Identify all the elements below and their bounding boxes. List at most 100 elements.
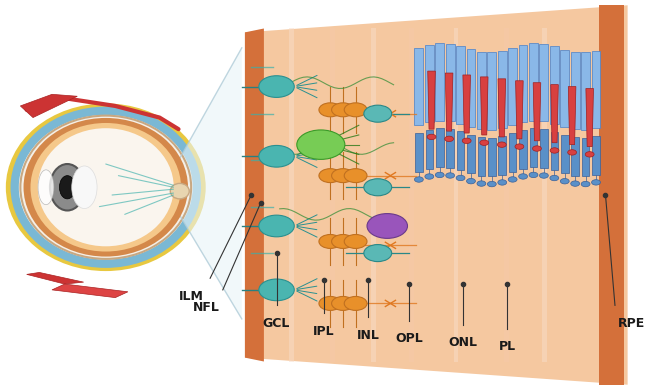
Circle shape xyxy=(319,103,342,117)
Ellipse shape xyxy=(38,128,174,246)
Polygon shape xyxy=(436,128,443,167)
Text: IPL: IPL xyxy=(313,325,335,338)
Circle shape xyxy=(560,179,569,184)
Circle shape xyxy=(425,174,434,179)
Text: GCL: GCL xyxy=(263,317,291,330)
Polygon shape xyxy=(561,135,569,174)
Circle shape xyxy=(497,142,506,147)
Circle shape xyxy=(592,180,601,185)
Circle shape xyxy=(445,136,454,142)
Ellipse shape xyxy=(31,123,181,252)
Polygon shape xyxy=(463,75,471,133)
Circle shape xyxy=(344,103,367,117)
Polygon shape xyxy=(515,81,523,139)
Polygon shape xyxy=(488,138,495,176)
Ellipse shape xyxy=(23,118,188,257)
Polygon shape xyxy=(540,129,548,168)
Circle shape xyxy=(297,130,345,160)
Polygon shape xyxy=(425,45,434,122)
Polygon shape xyxy=(410,28,414,362)
Polygon shape xyxy=(467,135,474,174)
Polygon shape xyxy=(498,79,506,137)
Polygon shape xyxy=(20,94,77,117)
Circle shape xyxy=(581,181,590,187)
Polygon shape xyxy=(172,48,242,319)
Circle shape xyxy=(567,150,577,155)
Circle shape xyxy=(332,296,354,310)
Text: NFL: NFL xyxy=(193,301,220,314)
Circle shape xyxy=(364,245,392,262)
Circle shape xyxy=(585,152,594,157)
Polygon shape xyxy=(592,51,601,128)
Polygon shape xyxy=(330,28,335,362)
Circle shape xyxy=(427,134,436,140)
Circle shape xyxy=(515,144,524,149)
Circle shape xyxy=(480,140,489,145)
Polygon shape xyxy=(586,89,593,147)
Ellipse shape xyxy=(50,164,84,211)
Polygon shape xyxy=(542,28,547,362)
Text: INL: INL xyxy=(357,329,380,342)
Polygon shape xyxy=(477,52,486,129)
Polygon shape xyxy=(428,71,436,129)
Polygon shape xyxy=(581,52,590,130)
Circle shape xyxy=(508,177,517,182)
Circle shape xyxy=(529,172,538,177)
Text: PL: PL xyxy=(499,340,516,353)
Circle shape xyxy=(259,279,294,301)
Circle shape xyxy=(259,215,294,237)
Polygon shape xyxy=(245,28,264,362)
Polygon shape xyxy=(456,46,465,124)
Polygon shape xyxy=(446,44,454,121)
Polygon shape xyxy=(540,44,549,121)
Polygon shape xyxy=(550,46,559,124)
Polygon shape xyxy=(582,138,590,176)
Polygon shape xyxy=(560,50,569,127)
Polygon shape xyxy=(488,52,496,130)
Circle shape xyxy=(467,179,475,184)
Circle shape xyxy=(319,296,342,310)
Polygon shape xyxy=(498,51,506,128)
Circle shape xyxy=(540,173,549,178)
Polygon shape xyxy=(571,137,579,176)
Ellipse shape xyxy=(59,176,75,199)
Polygon shape xyxy=(52,284,128,298)
Circle shape xyxy=(319,234,342,248)
Polygon shape xyxy=(592,136,600,175)
Circle shape xyxy=(477,181,486,186)
Ellipse shape xyxy=(170,183,189,199)
Polygon shape xyxy=(371,28,376,362)
Circle shape xyxy=(344,234,367,248)
Circle shape xyxy=(550,176,559,181)
Polygon shape xyxy=(27,273,84,284)
Polygon shape xyxy=(426,130,433,169)
Polygon shape xyxy=(599,5,625,385)
Polygon shape xyxy=(504,28,509,362)
Polygon shape xyxy=(571,52,580,129)
Polygon shape xyxy=(533,83,541,141)
Circle shape xyxy=(498,180,506,185)
Circle shape xyxy=(550,148,559,153)
Circle shape xyxy=(344,168,367,183)
Ellipse shape xyxy=(38,170,54,205)
Polygon shape xyxy=(467,50,475,127)
Circle shape xyxy=(367,214,408,238)
Polygon shape xyxy=(519,45,528,122)
Polygon shape xyxy=(551,131,558,170)
Circle shape xyxy=(532,146,541,151)
Polygon shape xyxy=(480,77,488,135)
Circle shape xyxy=(332,168,354,183)
Circle shape xyxy=(462,138,471,144)
Polygon shape xyxy=(445,73,453,131)
Circle shape xyxy=(259,145,294,167)
Polygon shape xyxy=(457,131,464,170)
Polygon shape xyxy=(551,85,558,143)
Circle shape xyxy=(259,76,294,98)
Circle shape xyxy=(456,175,465,181)
Ellipse shape xyxy=(20,115,191,259)
Polygon shape xyxy=(519,130,527,169)
Text: ONL: ONL xyxy=(448,336,478,349)
Polygon shape xyxy=(415,48,423,125)
Polygon shape xyxy=(508,48,517,125)
Polygon shape xyxy=(289,28,294,362)
